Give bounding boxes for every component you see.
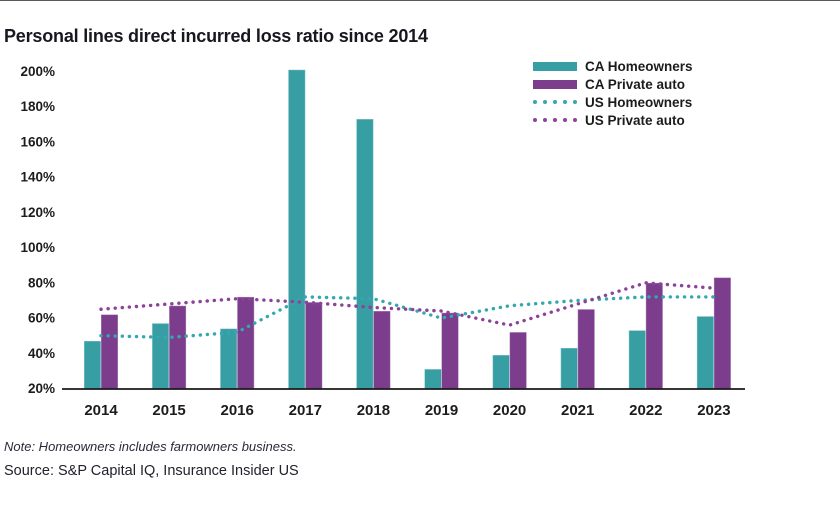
- bar-ca-homeowners-2021: [560, 347, 579, 390]
- x-axis-tick-label: 2019: [425, 402, 458, 419]
- y-axis-tick-label: 60%: [28, 311, 55, 326]
- x-axis-tick-label: 2021: [561, 402, 594, 419]
- bar-ca-homeowners-2017: [287, 69, 306, 390]
- chart-title: Personal lines direct incurred loss rati…: [4, 26, 428, 46]
- x-axis-tick-label: 2022: [629, 402, 662, 419]
- bar-ca-private-auto-2016: [236, 296, 255, 390]
- y-axis-tick-label: 140%: [20, 170, 55, 185]
- y-axis-tick-label: 20%: [28, 381, 55, 396]
- bar-ca-private-auto-2021: [577, 308, 596, 390]
- legend-label: CA Private auto: [585, 76, 686, 92]
- bar-ca-private-auto-2023: [713, 277, 732, 390]
- x-axis-tick-label: 2017: [289, 402, 322, 419]
- legend-label: US Homeowners: [585, 94, 693, 110]
- y-axis-tick-label: 160%: [20, 134, 55, 149]
- x-axis-tick-label: 2023: [697, 402, 730, 419]
- x-axis-tick-label: 2018: [357, 402, 390, 419]
- bar-ca-homeowners-2020: [492, 354, 511, 390]
- y-axis-tick-label: 200%: [20, 64, 55, 79]
- bar-ca-homeowners-2015: [151, 322, 170, 390]
- legend-item-ca-private-auto: CA Private auto: [533, 76, 693, 92]
- x-axis-tick-label: 2016: [221, 402, 254, 419]
- y-axis-tick-label: 120%: [20, 205, 55, 220]
- dotted-line-us-private-auto: [99, 281, 716, 327]
- y-axis-tick-label: 80%: [28, 275, 55, 290]
- legend: CA Homeowners CA Private auto US Homeown…: [533, 58, 693, 128]
- bar-ca-homeowners-2023: [696, 315, 715, 390]
- legend-item-ca-homeowners: CA Homeowners: [533, 58, 693, 74]
- us-private-auto-dotted-swatch-icon: [533, 118, 577, 122]
- bar-ca-private-auto-2022: [645, 282, 664, 390]
- bar-ca-private-auto-2018: [372, 310, 391, 390]
- loss-ratio-chart: 200% 180% 160% 140% 120% 100% 80% 60% 40% 20% 2014…: [20, 64, 745, 419]
- chart-note: Note: Homeowners includes farmowners bus…: [4, 439, 297, 454]
- bar-ca-homeowners-2022: [628, 329, 647, 390]
- x-axis-tick-label: 2020: [493, 402, 526, 419]
- bar-ca-private-auto-2017: [304, 301, 323, 390]
- bar-ca-private-auto-2020: [509, 331, 528, 390]
- bar-ca-homeowners-2019: [424, 368, 442, 390]
- bar-ca-private-auto-2015: [168, 305, 187, 390]
- y-axis-tick-label: 100%: [20, 240, 55, 255]
- bar-ca-private-auto-2019: [441, 312, 459, 390]
- y-axis-tick-label: 40%: [28, 346, 55, 361]
- bar-ca-homeowners-2018: [355, 118, 374, 390]
- chart-source: Source: S&P Capital IQ, Insurance Inside…: [4, 463, 299, 479]
- legend-item-us-homeowners: US Homeowners: [533, 94, 693, 110]
- bar-ca-homeowners-2014: [83, 340, 102, 390]
- bar-ca-homeowners-2016: [219, 328, 238, 390]
- legend-label: US Private auto: [585, 112, 685, 128]
- ca-private-auto-swatch-icon: [533, 79, 577, 89]
- y-axis-tick-label: 180%: [20, 99, 55, 114]
- legend-item-us-private-auto: US Private auto: [533, 112, 693, 128]
- ca-homeowners-swatch-icon: [533, 61, 577, 71]
- us-homeowners-dotted-swatch-icon: [533, 100, 577, 104]
- x-axis-tick-label: 2015: [152, 402, 185, 419]
- x-axis-tick-label: 2014: [84, 402, 118, 419]
- legend-label: CA Homeowners: [585, 58, 693, 74]
- bar-ca-private-auto-2014: [100, 314, 119, 390]
